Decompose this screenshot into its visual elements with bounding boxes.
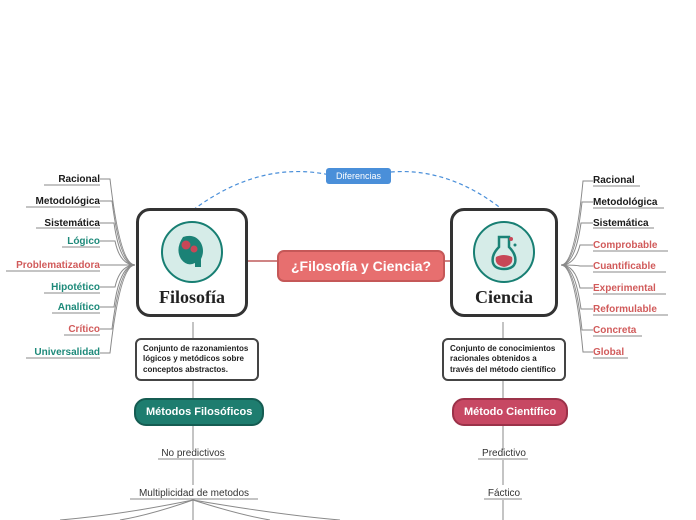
- philosophy-attr: Racional: [58, 174, 100, 185]
- philosophy-title: Filosofía: [151, 287, 233, 308]
- philosophy-attr: Hipotético: [51, 282, 100, 293]
- science-sub1: Predictivo: [478, 448, 530, 459]
- science-attr: Experimental: [593, 283, 656, 294]
- philosophy-desc: Conjunto de razonamientos lógicos y metó…: [135, 338, 259, 381]
- philosophy-attr: Universalidad: [34, 347, 100, 358]
- science-title: Ciencia: [465, 287, 543, 308]
- philosophy-attr: Crítico: [68, 324, 100, 335]
- flask-icon: [473, 221, 535, 283]
- science-attr: Sistemática: [593, 218, 649, 229]
- philosophy-attr: Problematizadora: [16, 260, 100, 271]
- center-topic[interactable]: ¿Filosofía y Ciencia?: [277, 250, 445, 282]
- science-attr: Concreta: [593, 325, 636, 336]
- philosophy-attr: Sistemática: [44, 218, 100, 229]
- science-sub2: Fáctico: [484, 488, 524, 499]
- science-attr: Cuantificable: [593, 261, 656, 272]
- differences-badge: Diferencias: [326, 168, 391, 184]
- philosophy-attr: Lógico: [67, 236, 100, 247]
- science-attr: Racional: [593, 175, 635, 186]
- science-attr: Reformulable: [593, 304, 657, 315]
- philosophy-sub1: No predictivos: [158, 448, 228, 459]
- science-attr: Metodológica: [593, 197, 657, 208]
- philosophy-sub2: Multiplicidad de metodos: [130, 488, 258, 499]
- philosophy-attr: Analítico: [58, 302, 100, 313]
- science-method[interactable]: Método Científico: [452, 398, 568, 426]
- philosophy-method[interactable]: Métodos Filosóficos: [134, 398, 264, 426]
- philosophy-node[interactable]: Filosofía: [136, 208, 248, 317]
- brain-icon: [161, 221, 223, 283]
- philosophy-attr: Metodológica: [36, 196, 100, 207]
- science-attr: Global: [593, 347, 624, 358]
- science-node[interactable]: Ciencia: [450, 208, 558, 317]
- science-desc: Conjunto de conocimientos racionales obt…: [442, 338, 566, 381]
- science-attr: Comprobable: [593, 240, 657, 251]
